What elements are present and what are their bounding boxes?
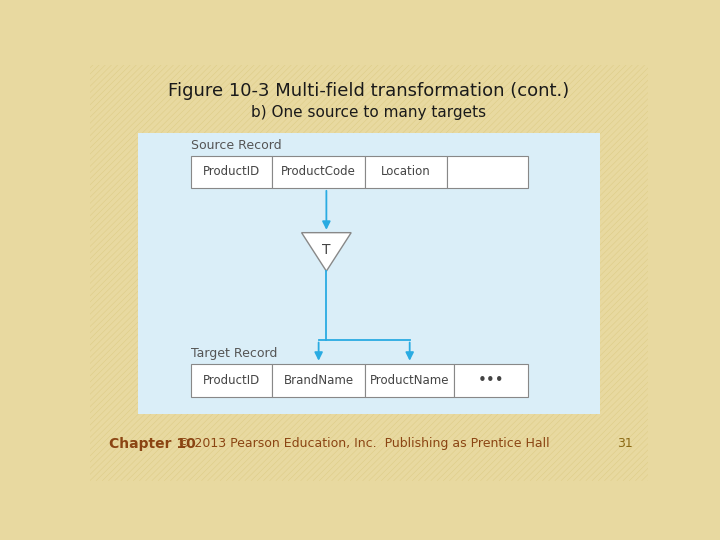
Bar	[454, 363, 528, 397]
Text: ProductID: ProductID	[203, 165, 260, 178]
Text: Figure 10-3 Multi-field transformation (cont.): Figure 10-3 Multi-field transformation (…	[168, 82, 570, 100]
Text: BrandName: BrandName	[284, 374, 354, 387]
Bar	[191, 363, 272, 397]
Bar	[138, 132, 600, 414]
Text: ProductName: ProductName	[370, 374, 449, 387]
Text: ProductCode: ProductCode	[282, 165, 356, 178]
Text: 31: 31	[617, 437, 632, 450]
Bar	[272, 363, 365, 397]
Text: ProductID: ProductID	[203, 374, 260, 387]
Bar	[365, 156, 446, 188]
Text: Location: Location	[381, 165, 431, 178]
Bar	[272, 156, 365, 188]
Bar	[191, 156, 272, 188]
Text: b) One source to many targets: b) One source to many targets	[251, 105, 487, 120]
Text: Chapter 10: Chapter 10	[109, 437, 196, 451]
Text: © 2013 Pearson Education, Inc.  Publishing as Prentice Hall: © 2013 Pearson Education, Inc. Publishin…	[166, 437, 549, 450]
Text: •••: •••	[478, 373, 505, 388]
Text: Source Record: Source Record	[191, 139, 282, 152]
Bar	[446, 156, 528, 188]
Polygon shape	[302, 233, 351, 271]
Bar	[365, 363, 454, 397]
Text: T: T	[322, 244, 330, 258]
Text: Target Record: Target Record	[191, 347, 277, 360]
